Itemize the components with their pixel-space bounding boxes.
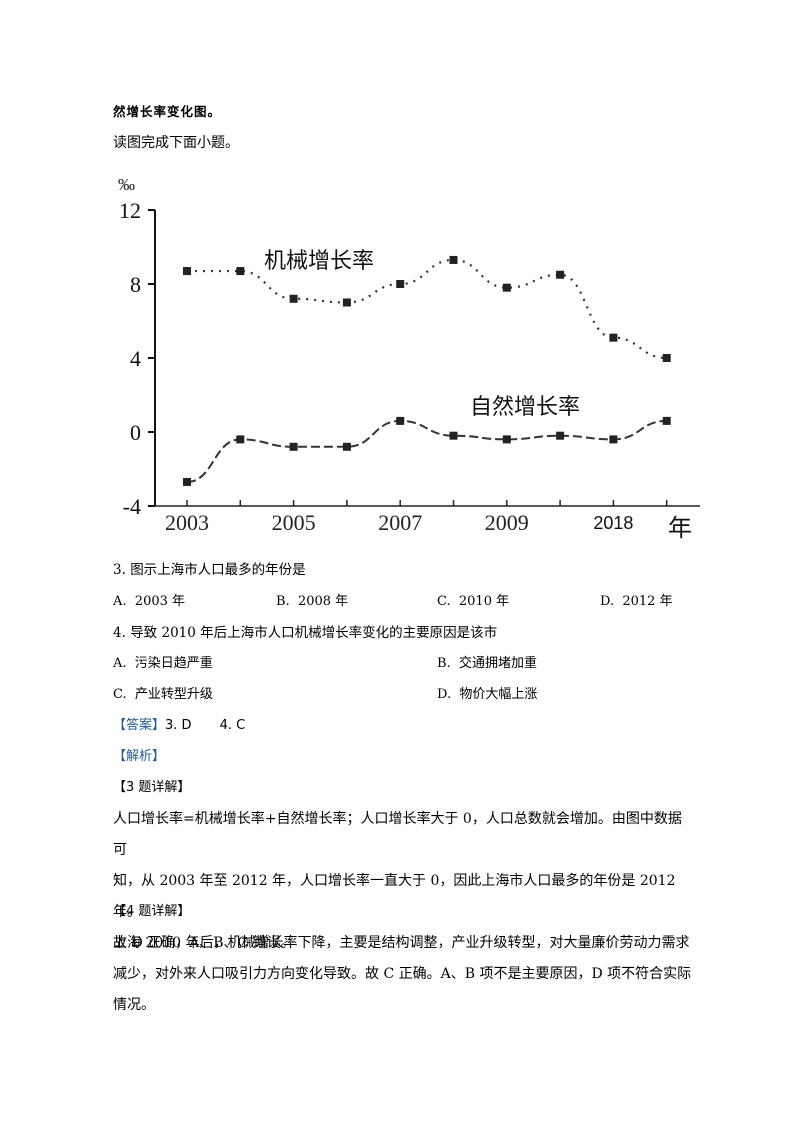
q4-option-a[interactable]: A. 污染日趋严重 bbox=[113, 656, 213, 671]
paragraph-line: 知，从 2003 年至 2012 年，人口增长率一直大于 0，因此上海市人口最多… bbox=[113, 873, 676, 920]
q4-option-b[interactable]: B. 交通拥堵加重 bbox=[437, 656, 537, 671]
data-point-marker bbox=[236, 435, 245, 444]
q4-detail-body: 上海 2010 年后，机械增长率下降，主要是结构调整，产业升级转型，对大量廉价劳… bbox=[113, 928, 695, 1021]
paragraph-line: 人口增长率=机械增长率+自然增长率；人口增长率大于 0，人口总数就会增加。由图中… bbox=[113, 811, 682, 858]
y-tick-label: 12 bbox=[119, 198, 141, 223]
data-point-marker bbox=[556, 431, 565, 440]
question-stem: 导致 2010 年后上海市人口机械增长率变化的主要原因是该市 bbox=[130, 625, 498, 641]
q3-option-a[interactable]: A. 2003 年 bbox=[113, 594, 186, 609]
data-point-marker bbox=[502, 435, 511, 444]
x-tick-label: 2003 bbox=[165, 510, 209, 535]
data-point-marker bbox=[662, 354, 671, 362]
x-tick-label: 2005 bbox=[272, 510, 316, 535]
analysis-label: 【解析】 bbox=[113, 749, 166, 764]
data-point-marker bbox=[609, 435, 618, 444]
q3-detail-heading: 【3 题详解】 bbox=[113, 780, 191, 795]
q3-option-d[interactable]: D. 2012 年 bbox=[600, 594, 673, 609]
mechanical-growth-line bbox=[187, 258, 667, 360]
x-axis-unit-label: 年 bbox=[668, 514, 692, 542]
paragraph-line: 故 D 正确，A、B、C 错误。 bbox=[113, 935, 295, 951]
data-point-marker bbox=[289, 294, 298, 303]
x-tick-label: 2018 bbox=[593, 513, 633, 533]
intro-caption-tail: 然增长率变化图。 bbox=[113, 104, 222, 119]
question-4: 4. 导致 2010 年后上海市人口机械增长率变化的主要原因是该市 bbox=[113, 624, 497, 642]
question-number: 4. bbox=[113, 625, 126, 641]
natural-growth-label: 自然增长率 bbox=[470, 395, 580, 420]
intro-instruction: 读图完成下面小题。 bbox=[113, 135, 239, 151]
natural-growth-line bbox=[186, 419, 667, 483]
q4-option-d[interactable]: D. 物价大幅上涨 bbox=[437, 687, 538, 702]
data-point-marker bbox=[289, 442, 298, 451]
answer-q3: 3. D bbox=[165, 718, 192, 733]
data-point-marker bbox=[609, 333, 618, 342]
data-point-marker bbox=[502, 283, 511, 292]
q4-option-c[interactable]: C. 产业转型升级 bbox=[113, 687, 213, 702]
answer-q4: 4. C bbox=[219, 718, 246, 733]
y-tick-label: -4 bbox=[123, 494, 141, 519]
data-point-marker bbox=[556, 270, 565, 279]
data-point-marker bbox=[396, 280, 405, 288]
population-growth-chart: -4 0 4 8 12 ‰ 2003 2005 2007 2009 2018 年 机械增长率自然增长率 bbox=[110, 168, 710, 548]
data-point-marker bbox=[236, 267, 245, 276]
data-point-marker bbox=[396, 416, 405, 425]
y-tick-label: 0 bbox=[130, 420, 141, 445]
q3-option-b[interactable]: B. 2008 年 bbox=[276, 594, 349, 609]
mechanical-growth-label: 机械增长率 bbox=[264, 249, 374, 274]
data-point-marker bbox=[662, 416, 671, 425]
q3-detail-body: 人口增长率=机械增长率+自然增长率；人口增长率大于 0，人口总数就会增加。由图中… bbox=[113, 804, 695, 959]
answer-line: 【答案】3. D 4. C bbox=[113, 717, 245, 735]
data-point-marker bbox=[342, 442, 351, 451]
y-unit-label: ‰ bbox=[118, 175, 135, 194]
data-point-marker bbox=[183, 267, 191, 276]
data-point-marker bbox=[183, 477, 191, 486]
question-3: 3. 图示上海市人口最多的年份是 bbox=[113, 561, 306, 579]
paragraph-line: 上海 2010 年后，机械增长率下降，主要是结构调整，产业升级转型，对大量廉价劳… bbox=[113, 935, 690, 951]
y-tick-label: 4 bbox=[130, 346, 141, 371]
y-tick-label: 8 bbox=[130, 272, 141, 297]
answer-label: 【答案】 bbox=[113, 718, 166, 733]
paragraph-line: 减少，对外来人口吸引力方向变化导致。故 C 正确。A、B 项不是主要原因，D 项… bbox=[113, 966, 692, 982]
q3-option-c[interactable]: C. 2010 年 bbox=[437, 594, 510, 609]
question-number: 3. bbox=[113, 562, 126, 578]
x-tick-label: 2009 bbox=[485, 510, 529, 535]
data-point-marker bbox=[449, 431, 458, 440]
data-point-marker bbox=[449, 255, 458, 264]
data-point-marker bbox=[342, 298, 351, 307]
question-stem: 图示上海市人口最多的年份是 bbox=[130, 562, 306, 578]
q4-detail-heading: 【4 题详解】 bbox=[113, 904, 191, 919]
x-tick-label: 2007 bbox=[378, 510, 422, 535]
paragraph-line: 情况。 bbox=[113, 997, 155, 1013]
